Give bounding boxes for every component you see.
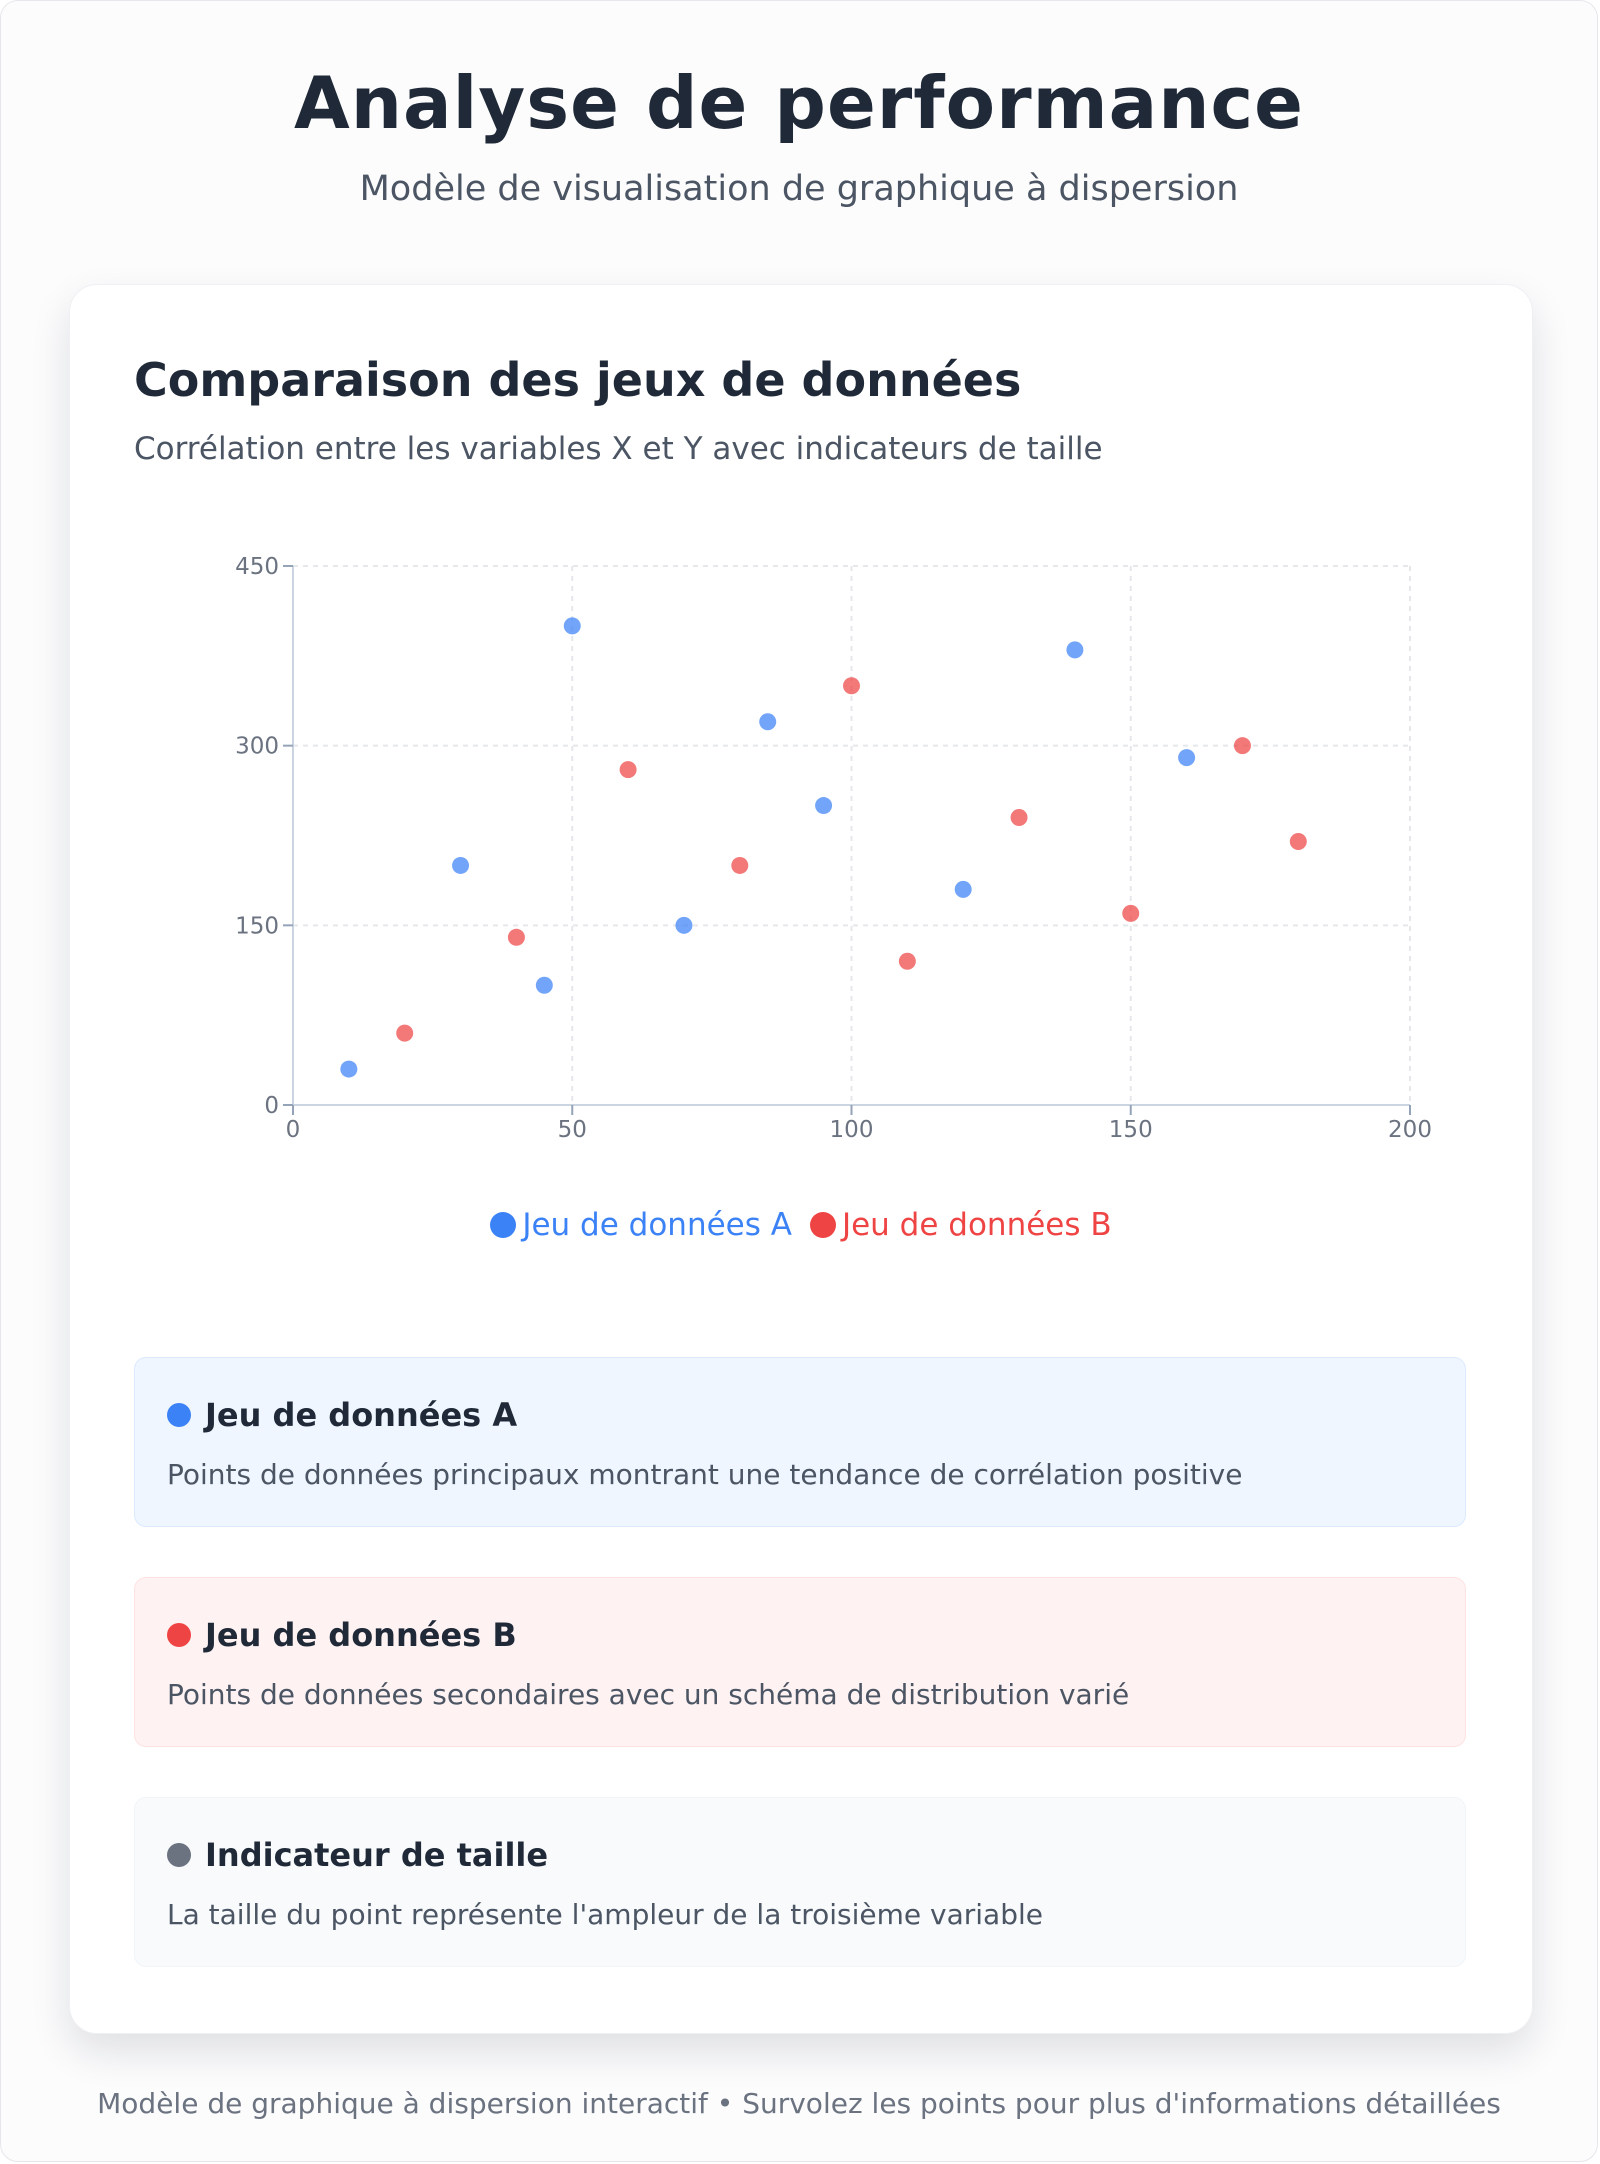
page-title: Analyse de performance [294,61,1304,145]
info-box-dataset-a: Jeu de données A Points de données princ… [134,1357,1466,1527]
legend-item-b[interactable]: Jeu de données B [809,1207,1112,1243]
data-point-a[interactable] [1066,641,1084,659]
legend-dot-b [809,1212,836,1238]
data-point-a[interactable] [759,713,777,731]
y-tick-label: 150 [235,913,279,939]
chart-legend: Jeu de données A Jeu de données B [70,1207,1532,1243]
info-title-a: Jeu de données A [205,1396,518,1434]
data-point-a[interactable] [675,916,693,934]
data-point-b[interactable] [1010,809,1028,827]
data-point-a[interactable] [1178,749,1196,767]
legend-dot-a [490,1212,517,1238]
info-title-b: Jeu de données B [205,1616,517,1654]
data-point-a[interactable] [563,617,581,635]
y-tick-label: 0 [264,1093,279,1119]
info-box-size-indicator: Indicateur de taille La taille du point … [134,1797,1466,1967]
y-tick-label: 450 [235,554,279,580]
x-tick-label: 0 [286,1117,301,1143]
info-desc-c: La taille du point représente l'ampleur … [167,1898,1043,1931]
x-tick-label: 100 [830,1117,874,1143]
page-subtitle: Modèle de visualisation de graphique à d… [359,169,1239,209]
legend-item-a[interactable]: Jeu de données A [490,1207,792,1243]
info-head-c: Indicateur de taille [167,1836,548,1874]
x-tick-label: 150 [1109,1117,1153,1143]
x-tick-label: 50 [558,1117,587,1143]
info-dot-a [167,1403,191,1427]
info-head-b: Jeu de données B [167,1616,517,1654]
data-point-a[interactable] [452,856,470,874]
data-point-a[interactable] [340,1060,358,1078]
data-point-a[interactable] [815,797,833,815]
info-box-dataset-b: Jeu de données B Points de données secon… [134,1577,1466,1747]
card-title: Comparaison des jeux de données [134,353,1022,407]
info-title-c: Indicateur de taille [205,1836,549,1874]
data-point-b[interactable] [898,952,916,970]
legend-label-a: Jeu de données A [522,1207,792,1243]
x-tick-label: 200 [1388,1117,1432,1143]
footer-note: Modèle de graphique à dispersion interac… [97,2087,1501,2120]
info-desc-b: Points de données secondaires avec un sc… [167,1678,1130,1711]
card-subtitle: Corrélation entre les variables X et Y a… [134,431,1103,467]
info-dot-b [167,1623,191,1647]
data-point-b[interactable] [1289,832,1307,850]
data-point-b[interactable] [507,928,525,946]
chart-card: Comparaison des jeux de données Corrélat… [69,284,1533,2034]
data-point-b[interactable] [731,856,749,874]
data-point-a[interactable] [954,880,972,898]
y-tick-label: 300 [235,734,279,760]
info-dot-c [167,1843,191,1867]
scatter-chart: 0 150 300 450 0 50 100 150 200 [235,554,1432,1143]
data-point-b[interactable] [1122,904,1140,922]
data-point-b[interactable] [619,761,637,779]
legend-label-b: Jeu de données B [841,1207,1112,1243]
info-desc-a: Points de données principaux montrant un… [167,1458,1243,1491]
info-head-a: Jeu de données A [167,1396,517,1434]
data-point-b[interactable] [396,1024,414,1042]
data-point-b[interactable] [1233,737,1251,755]
data-point-b[interactable] [843,677,860,695]
data-point-a[interactable] [535,976,553,994]
